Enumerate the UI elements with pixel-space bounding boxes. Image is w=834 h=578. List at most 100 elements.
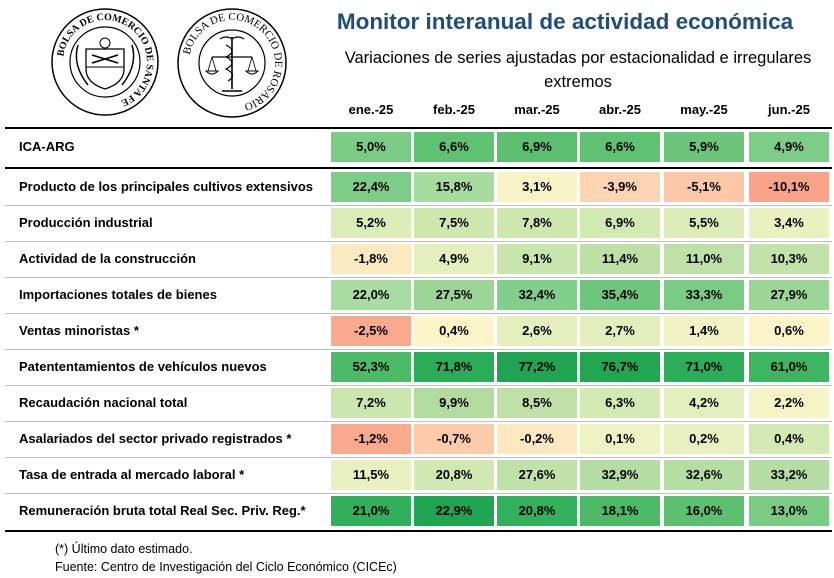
month-header: ene.-25 xyxy=(348,102,394,117)
row-label: Producción industrial xyxy=(19,215,153,230)
table-row: Tasa de entrada al mercado laboral * 11,… xyxy=(5,458,832,494)
page-subtitle: Variaciones de series ajustadas por esta… xyxy=(322,46,834,94)
value-cell: 4,9% xyxy=(414,244,494,274)
subtitle-line-1: Variaciones de series ajustadas por esta… xyxy=(344,49,812,67)
value-cell: 27,5% xyxy=(414,280,494,310)
table-row: Ventas minoristas * -2,5% 0,4% 2,6% 2,7%… xyxy=(5,314,832,350)
value-cell: 16,0% xyxy=(664,496,744,526)
row-label: Ventas minoristas * xyxy=(19,323,139,338)
value-cell: 77,2% xyxy=(497,352,577,382)
value-cell: 22,9% xyxy=(414,496,494,526)
row-label: Recaudación nacional total xyxy=(19,395,188,410)
value-cell: 1,4% xyxy=(664,316,744,346)
value-cell: 22,0% xyxy=(331,280,411,310)
month-header: jun.-25 xyxy=(768,102,810,117)
row-divider xyxy=(5,241,832,242)
table-row: Patententamientos de vehículos nuevos 52… xyxy=(5,350,832,386)
value-cell: -0,7% xyxy=(414,424,494,454)
value-cell: 10,3% xyxy=(749,244,829,274)
value-cell: -10,1% xyxy=(749,172,829,202)
value-cell: 2,2% xyxy=(749,388,829,418)
section-rule xyxy=(5,167,832,169)
value-cell: 11,0% xyxy=(664,244,744,274)
source-footnote: Fuente: Centro de Investigación del Cicl… xyxy=(55,560,397,574)
value-cell: 21,0% xyxy=(331,496,411,526)
row-divider xyxy=(5,205,832,206)
row-divider xyxy=(5,493,832,494)
value-cell: 6,9% xyxy=(580,208,660,238)
table-row: Producto de los principales cultivos ext… xyxy=(5,170,832,206)
value-cell: 9,1% xyxy=(497,244,577,274)
value-cell: 7,8% xyxy=(497,208,577,238)
value-cell: 8,5% xyxy=(497,388,577,418)
value-cell: 6,9% xyxy=(497,132,577,162)
month-header: feb.-25 xyxy=(433,102,475,117)
value-cell: 4,9% xyxy=(749,132,829,162)
rosario-exchange-logo: BOLSA DE COMERCIO DE ROSARIO xyxy=(177,8,287,118)
table-row: Importaciones totales de bienes 22,0% 27… xyxy=(5,278,832,314)
estimated-footnote: (*) Último dato estimado. xyxy=(55,542,193,556)
value-cell: 13,0% xyxy=(749,496,829,526)
table-bottom-rule xyxy=(5,530,832,532)
value-cell: 6,6% xyxy=(414,132,494,162)
value-cell: 0,4% xyxy=(749,424,829,454)
value-cell: 71,0% xyxy=(664,352,744,382)
value-cell: 0,1% xyxy=(580,424,660,454)
value-cell: 76,7% xyxy=(580,352,660,382)
value-cell: 20,8% xyxy=(414,460,494,490)
table-row: Remuneración bruta total Real Sec. Priv.… xyxy=(5,494,832,528)
month-header-row: ene.-25 feb.-25 mar.-25 abr.-25 may.-25 … xyxy=(0,102,834,122)
value-cell: 33,2% xyxy=(749,460,829,490)
table-row: Producción industrial 5,2% 7,5% 7,8% 6,9… xyxy=(5,206,832,242)
value-cell: 27,9% xyxy=(749,280,829,310)
value-cell: 33,3% xyxy=(664,280,744,310)
row-label: Importaciones totales de bienes xyxy=(19,287,217,302)
value-cell: 7,2% xyxy=(331,388,411,418)
value-cell: -1,8% xyxy=(331,244,411,274)
value-cell: -1,2% xyxy=(331,424,411,454)
row-label: Actividad de la construcción xyxy=(19,251,196,266)
value-cell: 3,4% xyxy=(749,208,829,238)
value-cell: -3,9% xyxy=(580,172,660,202)
row-label: Tasa de entrada al mercado laboral * xyxy=(19,467,245,482)
value-cell: 32,4% xyxy=(497,280,577,310)
subtitle-line-2: extremos xyxy=(544,73,612,91)
table-row: Actividad de la construcción -1,8% 4,9% … xyxy=(5,242,832,278)
row-label: Remuneración bruta total Real Sec. Priv.… xyxy=(19,503,306,518)
value-cell: 15,8% xyxy=(414,172,494,202)
value-cell: 7,5% xyxy=(414,208,494,238)
month-header: may.-25 xyxy=(680,102,728,117)
value-cell: 11,5% xyxy=(331,460,411,490)
value-cell: 52,3% xyxy=(331,352,411,382)
value-cell: -5,1% xyxy=(664,172,744,202)
value-cell: 61,0% xyxy=(749,352,829,382)
value-cell: 35,4% xyxy=(580,280,660,310)
row-divider xyxy=(5,349,832,350)
table-row: ICA-ARG 5,0% 6,6% 6,9% 6,6% 5,9% 4,9% xyxy=(5,130,832,164)
page-title: Monitor interanual de actividad económic… xyxy=(336,9,794,34)
value-cell: 11,4% xyxy=(580,244,660,274)
value-cell: 0,2% xyxy=(664,424,744,454)
caduceus-scales-icon xyxy=(204,36,260,92)
table-row: Recaudación nacional total 7,2% 9,9% 8,5… xyxy=(5,386,832,422)
table-row: Asalariados del sector privado registrad… xyxy=(5,422,832,458)
value-cell: 0,6% xyxy=(749,316,829,346)
value-cell: -2,5% xyxy=(331,316,411,346)
value-cell: 5,5% xyxy=(664,208,744,238)
value-cell: 5,2% xyxy=(331,208,411,238)
row-label: Producto de los principales cultivos ext… xyxy=(19,179,314,194)
coat-of-arms-icon xyxy=(75,37,135,90)
row-label: Asalariados del sector privado registrad… xyxy=(19,431,292,446)
value-cell: 20,8% xyxy=(497,496,577,526)
month-header: mar.-25 xyxy=(514,102,560,117)
row-divider xyxy=(5,313,832,314)
value-cell: 6,3% xyxy=(580,388,660,418)
value-cell: 71,8% xyxy=(414,352,494,382)
row-label: Patententamientos de vehículos nuevos xyxy=(19,359,267,374)
value-cell: 32,9% xyxy=(580,460,660,490)
value-cell: 4,2% xyxy=(664,388,744,418)
value-cell: 9,9% xyxy=(414,388,494,418)
month-header: abr.-25 xyxy=(599,102,641,117)
row-divider xyxy=(5,385,832,386)
value-cell: 5,9% xyxy=(664,132,744,162)
